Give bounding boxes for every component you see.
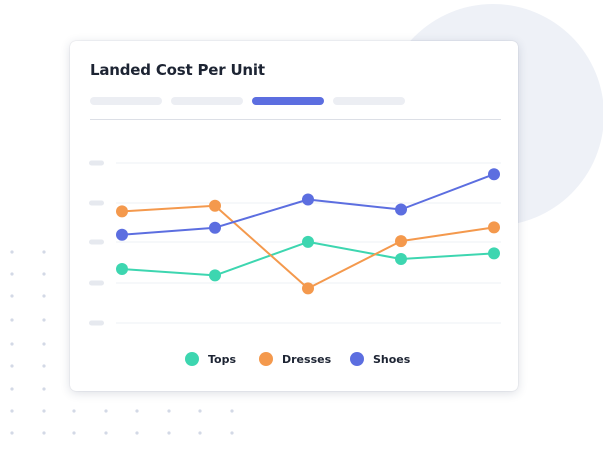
data-point-shoes[interactable] <box>116 228 128 241</box>
decorative-dot <box>42 250 46 254</box>
legend-label-tops: Tops <box>208 352 237 366</box>
data-point-tops[interactable] <box>302 235 314 248</box>
data-point-dresses[interactable] <box>395 235 407 248</box>
decorative-dot <box>42 272 46 276</box>
legend-item-tops[interactable]: Tops <box>185 349 236 369</box>
decorative-dot <box>104 431 108 435</box>
data-point-dresses[interactable] <box>302 282 314 295</box>
decorative-dot <box>135 409 139 413</box>
decorative-dot <box>198 409 202 413</box>
legend-item-shoes[interactable]: Shoes <box>350 349 410 369</box>
decorative-dot <box>42 431 46 435</box>
decorative-dot <box>10 294 14 298</box>
decorative-dot <box>10 364 14 368</box>
decorative-dot <box>72 409 76 413</box>
decorative-dot <box>167 431 171 435</box>
decorative-dot <box>10 318 14 322</box>
data-point-tops[interactable] <box>116 263 128 275</box>
legend-swatch-tops <box>185 352 199 366</box>
decorative-dot <box>10 342 14 346</box>
line-chart <box>89 160 501 326</box>
decorative-dot <box>42 409 46 413</box>
decorative-dot <box>135 431 139 435</box>
data-point-shoes[interactable] <box>209 221 221 234</box>
chart-legend: Tops Dresses Shoes <box>70 349 518 369</box>
y-tick-label-placeholder <box>89 320 104 326</box>
tab-placeholder-3-active[interactable] <box>252 97 324 105</box>
data-point-shoes[interactable] <box>395 203 407 216</box>
y-tick-label-placeholder <box>89 200 104 206</box>
decorative-dot <box>42 342 46 346</box>
decorative-dot <box>10 250 14 254</box>
decorative-dot <box>42 387 46 391</box>
data-point-shoes[interactable] <box>488 168 500 181</box>
chart-title: Landed Cost Per Unit <box>90 61 265 79</box>
decorative-dot <box>42 294 46 298</box>
tab-placeholder-4[interactable] <box>333 97 405 105</box>
decorative-dot <box>198 431 202 435</box>
data-point-dresses[interactable] <box>116 205 128 218</box>
data-point-tops[interactable] <box>395 253 407 265</box>
decorative-dot <box>230 409 234 413</box>
legend-swatch-shoes <box>350 352 364 366</box>
y-tick-label-placeholder <box>89 280 104 286</box>
data-point-tops[interactable] <box>209 269 221 282</box>
legend-item-dresses[interactable]: Dresses <box>259 349 331 369</box>
decorative-dot <box>72 431 76 435</box>
data-point-tops[interactable] <box>488 247 500 260</box>
data-point-dresses[interactable] <box>209 199 221 212</box>
decorative-dot <box>10 431 14 435</box>
decorative-dot <box>10 409 14 413</box>
decorative-dot <box>10 387 14 391</box>
decorative-dot <box>42 318 46 322</box>
decorative-dot <box>104 409 108 413</box>
data-point-shoes[interactable] <box>302 193 314 206</box>
legend-swatch-dresses <box>259 352 273 366</box>
legend-label-dresses: Dresses <box>282 352 332 366</box>
tab-placeholder-1[interactable] <box>90 97 162 105</box>
data-point-dresses[interactable] <box>488 221 500 234</box>
decorative-dot <box>10 272 14 276</box>
y-tick-label-placeholder <box>89 239 104 245</box>
decorative-dot <box>42 364 46 368</box>
decorative-dot <box>167 409 171 413</box>
chart-card: Landed Cost Per Unit Tops Dresses Shoes <box>70 41 518 391</box>
header-divider <box>90 119 501 120</box>
legend-label-shoes: Shoes <box>373 352 411 366</box>
tab-placeholder-2[interactable] <box>171 97 243 105</box>
y-tick-label-placeholder <box>89 160 104 166</box>
decorative-dot <box>230 431 234 435</box>
